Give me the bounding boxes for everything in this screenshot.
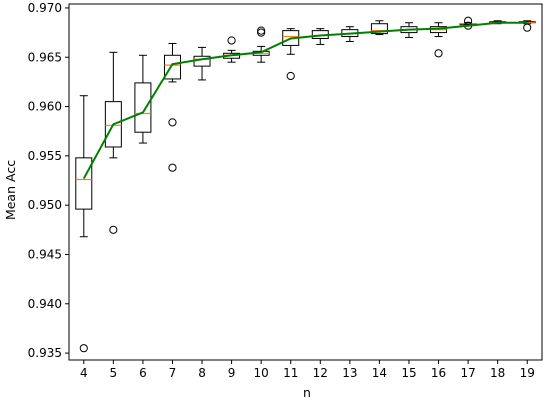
outlier-point	[463, 16, 473, 25]
outlier-point	[227, 36, 236, 45]
box-group-n4	[75, 95, 93, 353]
x-tick-label: 5	[110, 366, 118, 380]
y-tick-label: 0.965	[28, 50, 62, 64]
box-group-n7	[163, 42, 181, 172]
x-tick-label: 10	[254, 366, 269, 380]
x-tick-label: 16	[431, 366, 446, 380]
y-tick-label: 0.940	[28, 297, 62, 311]
iqr-box	[163, 54, 181, 80]
box-group-n10	[252, 26, 270, 63]
x-tick-label: 13	[342, 366, 357, 380]
box-group-n11	[282, 28, 300, 81]
outlier-point	[168, 163, 177, 172]
box-group-n17	[459, 16, 477, 30]
x-tick-label: 12	[313, 366, 328, 380]
x-tick-label: 8	[198, 366, 206, 380]
plot-frame	[68, 3, 543, 361]
x-tick-label: 11	[283, 366, 298, 380]
mean-line	[82, 21, 528, 180]
plot-area	[68, 3, 543, 361]
x-tick-label: 18	[490, 366, 505, 380]
outlier-point	[286, 71, 295, 81]
x-tick-label: 14	[372, 366, 387, 380]
y-tick-label: 0.935	[28, 346, 62, 360]
x-tick-label: 19	[520, 366, 535, 380]
y-tick-label: 0.955	[28, 149, 62, 163]
y-tick-label: 0.945	[28, 247, 62, 261]
x-tick-label: 9	[228, 366, 236, 380]
box-group-n5	[104, 51, 122, 234]
y-tick-label: 0.960	[28, 100, 62, 114]
x-axis-title: n	[303, 385, 311, 400]
outlier-point	[257, 26, 266, 35]
iqr-box	[370, 23, 388, 35]
iqr-box	[104, 101, 122, 148]
x-tick-label: 7	[169, 366, 177, 380]
x-tick-label: 17	[460, 366, 475, 380]
outlier-point	[109, 225, 118, 234]
box-group-n8	[193, 46, 211, 81]
outlier-point	[523, 23, 532, 32]
outlier-point	[168, 118, 177, 127]
outlier-point	[434, 49, 443, 58]
y-tick-label: 0.970	[28, 1, 62, 15]
y-axis: 0.935 0.940 0.945 0.950 0.955 0.960 0.965 0.970	[28, 1, 69, 360]
x-tick-label: 15	[401, 366, 416, 380]
iqr-box	[134, 82, 152, 133]
y-tick-label: 0.950	[28, 198, 62, 212]
x-tick-label: 4	[80, 366, 88, 380]
outlier-point	[257, 28, 266, 37]
box-group-n6	[134, 54, 152, 144]
iqr-box	[75, 157, 93, 210]
x-axis: 4 5 6 7 8 9 10 11 12 13 14 15 16 17 18 19	[80, 360, 535, 380]
y-axis-title: Mean Acc	[3, 160, 18, 220]
x-tick-label: 6	[139, 366, 147, 380]
box-group-n9	[223, 36, 241, 63]
outlier-point	[79, 344, 88, 353]
